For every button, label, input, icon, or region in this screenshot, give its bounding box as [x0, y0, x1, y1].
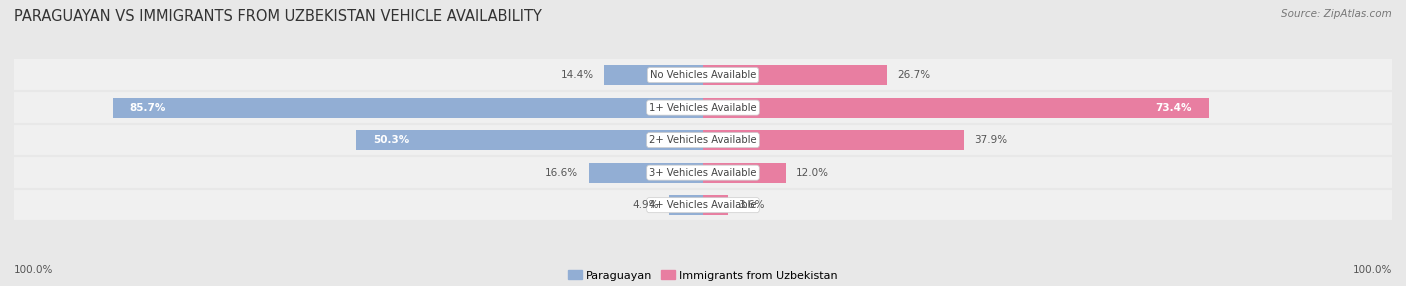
Text: 4+ Vehicles Available: 4+ Vehicles Available: [650, 200, 756, 210]
Bar: [703, 65, 887, 85]
Text: 16.6%: 16.6%: [546, 168, 578, 178]
Text: 1+ Vehicles Available: 1+ Vehicles Available: [650, 103, 756, 113]
Text: 4.9%: 4.9%: [633, 200, 659, 210]
Text: 14.4%: 14.4%: [561, 70, 593, 80]
Bar: [14, 59, 1392, 91]
Text: 100.0%: 100.0%: [1353, 265, 1392, 275]
Legend: Paraguayan, Immigrants from Uzbekistan: Paraguayan, Immigrants from Uzbekistan: [568, 271, 838, 281]
Bar: [14, 156, 1392, 189]
Bar: [14, 124, 1392, 156]
Bar: [589, 162, 703, 183]
Bar: [14, 189, 1392, 221]
Bar: [703, 162, 786, 183]
Text: No Vehicles Available: No Vehicles Available: [650, 70, 756, 80]
Bar: [603, 65, 703, 85]
Bar: [357, 130, 703, 150]
Bar: [703, 195, 728, 215]
Text: 3.6%: 3.6%: [738, 200, 765, 210]
Bar: [669, 195, 703, 215]
Text: Source: ZipAtlas.com: Source: ZipAtlas.com: [1281, 9, 1392, 19]
Text: 26.7%: 26.7%: [897, 70, 931, 80]
Text: 37.9%: 37.9%: [974, 135, 1008, 145]
Text: 85.7%: 85.7%: [129, 103, 166, 113]
Bar: [14, 91, 1392, 124]
Text: 12.0%: 12.0%: [796, 168, 830, 178]
Bar: [112, 98, 703, 118]
Text: 50.3%: 50.3%: [374, 135, 411, 145]
Bar: [703, 98, 1209, 118]
Text: 2+ Vehicles Available: 2+ Vehicles Available: [650, 135, 756, 145]
Text: PARAGUAYAN VS IMMIGRANTS FROM UZBEKISTAN VEHICLE AVAILABILITY: PARAGUAYAN VS IMMIGRANTS FROM UZBEKISTAN…: [14, 9, 541, 23]
Text: 3+ Vehicles Available: 3+ Vehicles Available: [650, 168, 756, 178]
Text: 73.4%: 73.4%: [1154, 103, 1191, 113]
Text: 100.0%: 100.0%: [14, 265, 53, 275]
Bar: [703, 130, 965, 150]
